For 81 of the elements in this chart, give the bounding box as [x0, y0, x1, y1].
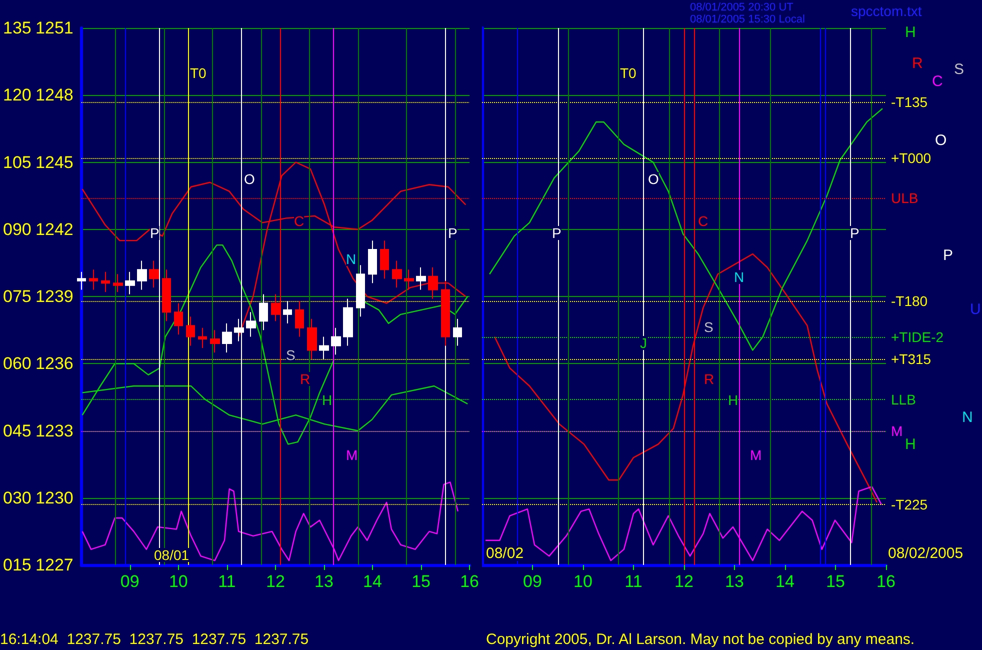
text: H [905, 436, 916, 453]
ref-line-label: M [891, 422, 903, 439]
annotation: P [552, 225, 562, 241]
y-tick-label: 1245 [36, 152, 74, 172]
annotation: O [244, 171, 255, 187]
y-tick-label: 1230 [36, 488, 74, 508]
ref-line-label: +TIDE-2 [891, 328, 944, 345]
text: S [954, 61, 964, 78]
x-tick-label: 11 [218, 572, 236, 591]
text: C [932, 73, 943, 90]
annotation: R [300, 371, 310, 387]
y2-tick-label: 015 [2, 556, 32, 574]
text: 08/01/2005 20:30 UT [690, 2, 794, 14]
ref-line-label: -T180 [891, 292, 928, 309]
y-tick-label: 1251 [36, 18, 74, 38]
y2-tick-label: 060 [2, 354, 32, 374]
x-tick-label: 09 [523, 572, 542, 591]
annotation: P [850, 225, 860, 241]
text: spcctom.txt [851, 3, 922, 19]
annotation: P [150, 225, 160, 241]
annotation: C [698, 213, 708, 229]
annotation: O [648, 171, 659, 187]
annotation: M [750, 447, 762, 463]
ref-line-label: +T000 [891, 150, 932, 166]
annotation: P [448, 225, 458, 241]
x-tick-label: 14 [363, 572, 382, 591]
text: H [905, 24, 916, 41]
x-tick-label: 16 [876, 572, 896, 591]
y-tick-label: 1227 [36, 556, 74, 574]
text: N [962, 409, 973, 426]
annotation: M [346, 447, 358, 463]
x-tick-label: 14 [776, 572, 794, 591]
ref-line-label: -T225 [891, 496, 928, 513]
x-tick-label: 11 [624, 572, 642, 591]
y2-tick-label: 075 [2, 287, 32, 306]
annotation: C [294, 213, 304, 229]
y2-tick-label: 090 [2, 220, 32, 239]
ref-line-label: ULB [891, 190, 918, 206]
y-tick-label: 1236 [36, 354, 74, 374]
text: 08/02/2005 [888, 545, 964, 562]
annotation: N [346, 251, 356, 267]
x-tick-label: 10 [168, 572, 188, 591]
x-tick-label: 09 [120, 572, 140, 591]
y2-tick-label: 120 [2, 86, 32, 105]
text: U [970, 301, 981, 318]
x-tick-label: 13 [314, 572, 334, 591]
text: 08/01/2005 15:30 Local [690, 14, 805, 26]
annotation: T0 [190, 65, 207, 81]
x-tick-label: 15 [412, 572, 430, 591]
annotation: H [728, 392, 738, 408]
x-tick-label: 13 [725, 572, 744, 591]
annotation: S [286, 347, 296, 363]
y-tick-label: 1248 [36, 86, 74, 105]
x-tick-label: 10 [574, 572, 592, 591]
text: R [912, 55, 923, 72]
text: 16:14:04 1237.75 1237.75 1237.75 1237.75 [0, 631, 309, 648]
annotation: S [704, 319, 714, 335]
y-tick-label: 1242 [36, 220, 74, 239]
y2-tick-label: 045 [2, 421, 32, 440]
annotation: H [322, 392, 332, 408]
y-tick-label: 1239 [36, 287, 74, 306]
x-tick-label: 16 [460, 572, 480, 591]
y-tick-label: 1233 [36, 421, 74, 440]
text: O [935, 132, 947, 149]
annotation: 08/01 [154, 547, 190, 563]
text: Copyright 2005, Dr. Al Larson. May not be copied by any means. [486, 631, 915, 648]
ref-line-label: -T135 [891, 94, 928, 110]
ref-line-label: LLB [891, 391, 916, 408]
annotation: 08/02 [486, 545, 524, 562]
annotation: J [640, 335, 647, 351]
x-tick-label: 12 [266, 572, 285, 591]
y2-tick-label: 135 [2, 18, 32, 38]
annotation: R [704, 371, 714, 387]
y2-tick-label: 105 [2, 152, 32, 172]
annotation: N [734, 269, 744, 285]
x-tick-label: 15 [826, 572, 845, 591]
text: P [943, 247, 954, 264]
x-tick-label: 12 [674, 572, 694, 591]
annotation: T0 [620, 65, 637, 81]
y2-tick-label: 030 [2, 488, 32, 508]
ref-line-label: +T315 [891, 351, 932, 368]
